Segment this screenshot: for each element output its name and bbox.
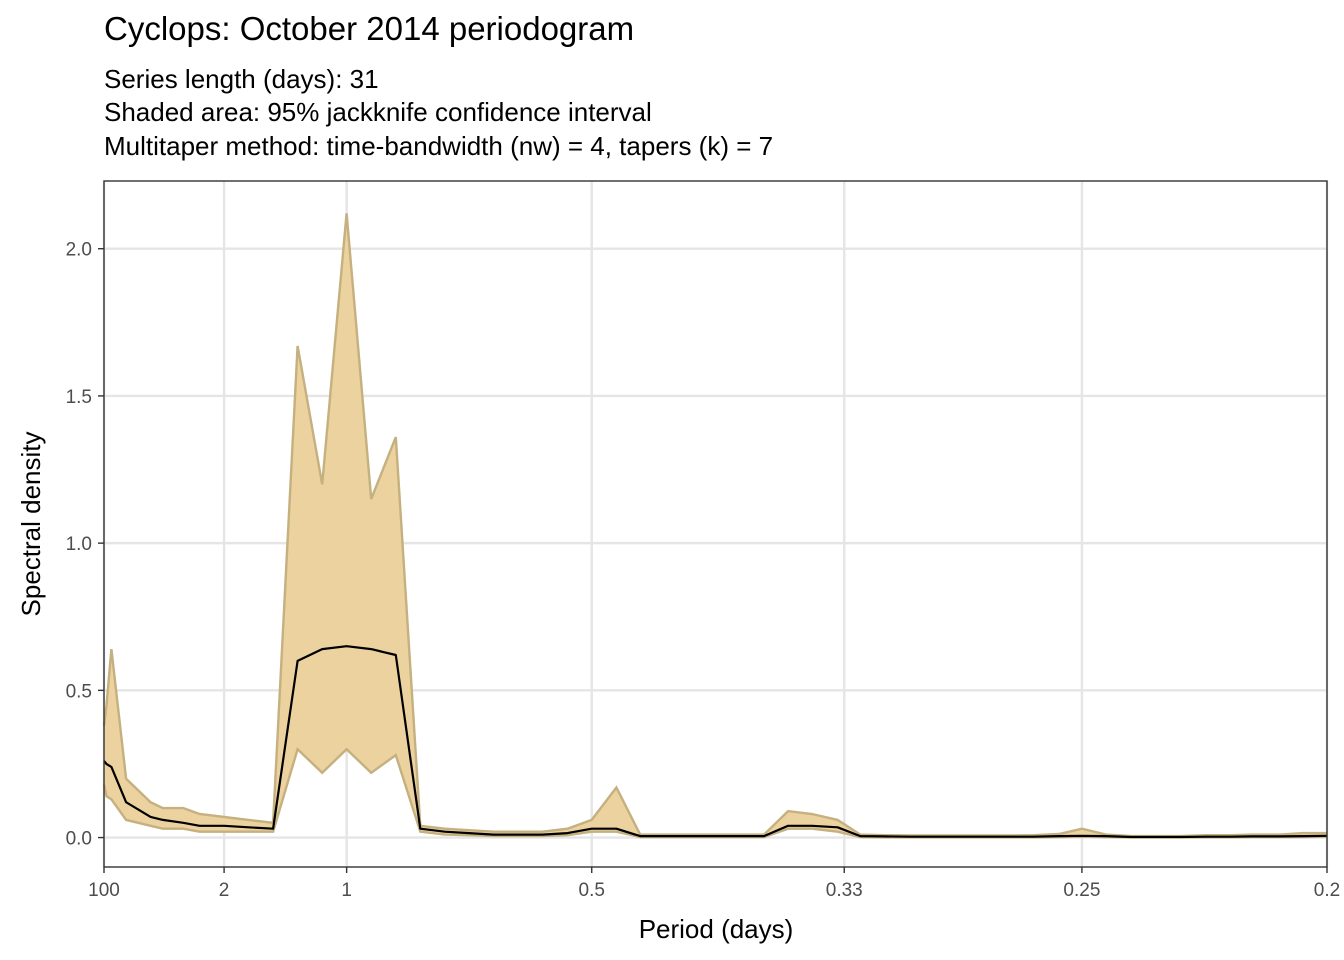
y-tick-label: 0.0: [66, 829, 92, 850]
spectral-density-layer: [103, 645, 1328, 839]
y-axis: 0.0 0.5 1.0 1.5 2.0: [66, 240, 104, 850]
x-axis-title: Period (days): [639, 914, 794, 944]
spectral-density-line: [103, 645, 1328, 839]
chart-subtitle-shaded-area: Shaded area: 95% jackknife confidence in…: [104, 97, 652, 127]
confidence-upper-line: [102, 213, 1327, 838]
x-tick-label: 0.5: [579, 880, 605, 901]
confidence-band: [104, 213, 1327, 838]
y-tick-label: 1.0: [66, 534, 92, 555]
chart-subtitle-series-length: Series length (days): 31: [104, 64, 379, 94]
y-tick-label: 2.0: [66, 240, 92, 261]
x-tick-label: 100: [88, 880, 120, 901]
x-tick-label: 0.2: [1314, 880, 1340, 901]
y-axis-title: Spectral density: [16, 432, 46, 617]
chart-subtitle-method: Multitaper method: time-bandwidth (nw) =…: [104, 131, 774, 161]
x-tick-label: 1: [341, 880, 352, 901]
y-tick-label: 0.5: [66, 681, 92, 702]
x-tick-label: 2: [219, 880, 230, 901]
x-tick-label: 0.33: [826, 880, 863, 901]
plot-border: [103, 180, 1328, 868]
y-tick-label: 1.5: [66, 387, 92, 408]
x-axis: 100 2 1 0.5 0.33 0.25 0.2: [88, 867, 1340, 901]
x-tick-label: 0.25: [1063, 880, 1100, 901]
chart-title: Cyclops: October 2014 periodogram: [104, 10, 635, 47]
